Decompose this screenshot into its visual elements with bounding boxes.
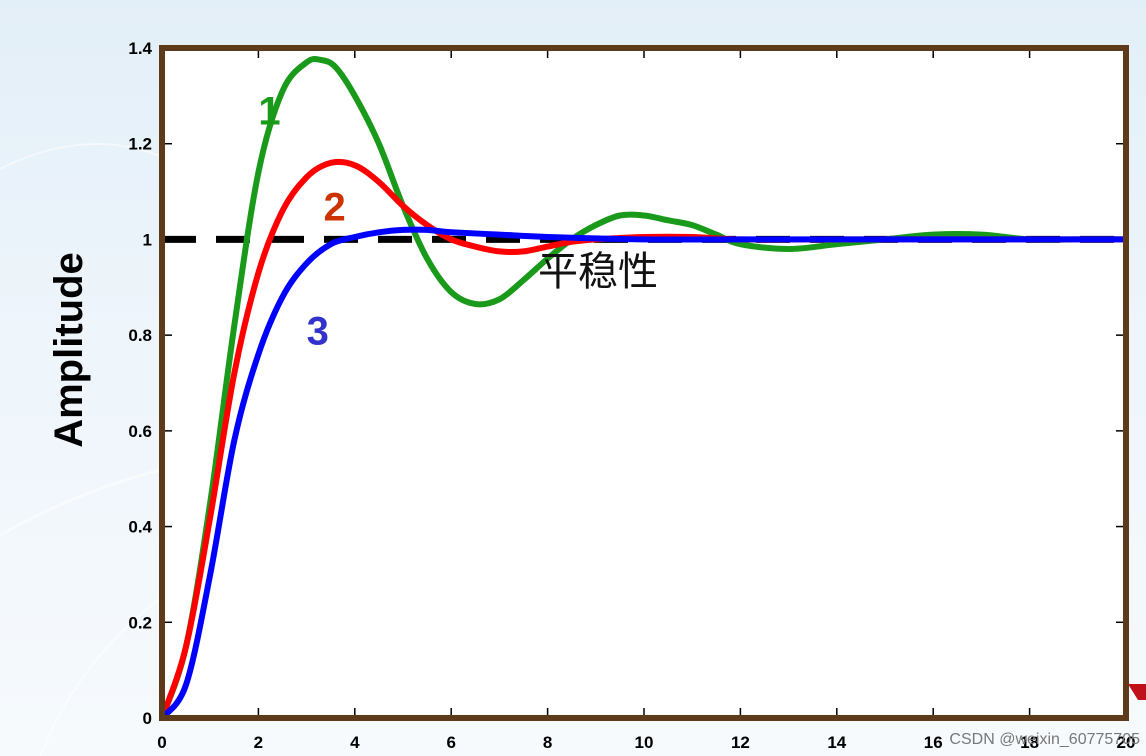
y-tick-label: 0.6 bbox=[128, 422, 152, 441]
watermark: CSDN @weixin_60775705 bbox=[949, 731, 1140, 748]
x-tick-label: 0 bbox=[157, 733, 166, 752]
x-tick-label: 6 bbox=[446, 733, 455, 752]
x-tick-label: 16 bbox=[924, 733, 943, 752]
x-tick-label: 8 bbox=[543, 733, 552, 752]
y-tick-label: 0.8 bbox=[128, 326, 152, 345]
plot-frame bbox=[159, 45, 1129, 721]
x-tick-label: 2 bbox=[254, 733, 263, 752]
plot-area bbox=[162, 48, 1126, 718]
x-tick-label: 18 bbox=[1020, 733, 1039, 752]
y-axis-label: Amplitude bbox=[47, 252, 91, 448]
series-label-2: 2 bbox=[323, 185, 345, 229]
x-tick-label: 20 bbox=[1117, 733, 1136, 752]
stability-annotation: 平稳性 bbox=[538, 249, 658, 295]
x-tick-label: 14 bbox=[827, 733, 846, 752]
x-tick-label: 10 bbox=[635, 733, 654, 752]
series-label-3: 3 bbox=[307, 310, 329, 354]
y-tick-label: 0 bbox=[143, 709, 152, 728]
series-line-3 bbox=[159, 226, 1129, 721]
series-line-1 bbox=[159, 55, 1129, 721]
y-tick-label: 0.4 bbox=[128, 518, 152, 537]
x-tick-label: 12 bbox=[731, 733, 750, 752]
y-tick-label: 1 bbox=[143, 230, 152, 249]
x-tick-label: 4 bbox=[350, 733, 360, 752]
y-tick-label: 0.2 bbox=[128, 613, 152, 632]
y-tick-labels: 0 0.2 0.4 0.6 0.8 1 1.2 1.4 bbox=[128, 39, 152, 728]
y-tick-label: 1.2 bbox=[128, 135, 152, 154]
annotation-layer: 平稳性 bbox=[538, 249, 658, 295]
series-label-1: 1 bbox=[258, 90, 280, 134]
logo-mark bbox=[1128, 684, 1146, 700]
series-label-layer: 1 2 3 bbox=[258, 90, 345, 354]
x-tick-labels: 0 2 4 6 8 10 12 14 16 18 20 bbox=[157, 733, 1135, 752]
series-layer bbox=[159, 55, 1129, 721]
y-tick-label: 1.4 bbox=[128, 39, 152, 58]
